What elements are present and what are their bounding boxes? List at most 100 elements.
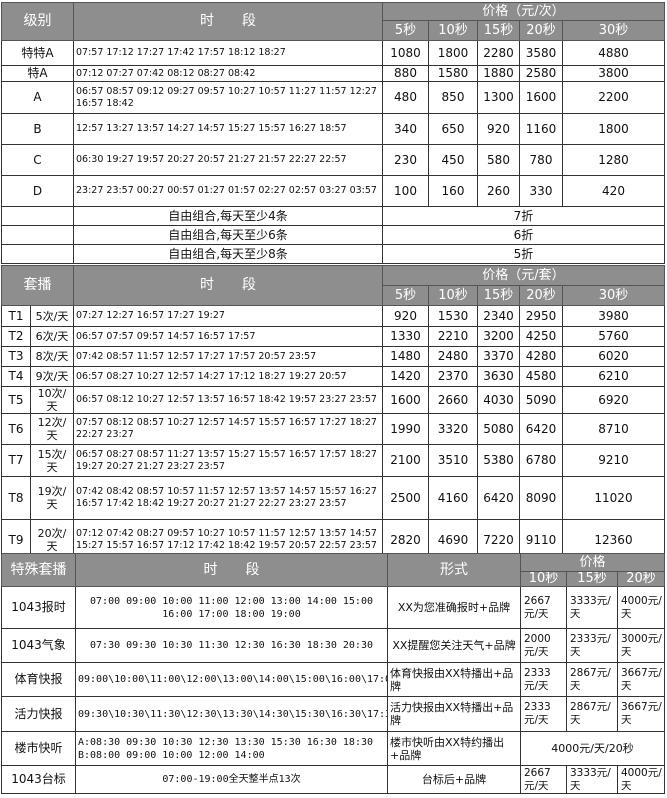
package-id: T4 — [1, 366, 31, 387]
level-name: A — [1, 81, 74, 114]
package-id: T2 — [1, 326, 31, 347]
price-cell: 11020 — [562, 476, 665, 520]
package-header: 套播 — [1, 265, 74, 306]
price-cell: 2210 — [428, 326, 478, 347]
price-cell: 6020 — [562, 346, 665, 367]
price-cell: 1330 — [382, 326, 429, 347]
blank-cell — [1, 206, 74, 226]
price-cell: 3510 — [428, 444, 478, 477]
time-slots: 07:57 08:12 08:57 10:27 12:57 14:57 15:5… — [73, 413, 383, 445]
price-cell: 2000元/天 — [520, 628, 567, 663]
table-row: 1043气象 07:30 09:30 10:30 11:30 12:30 16:3… — [1, 628, 665, 663]
price-cell: 920 — [477, 113, 520, 145]
price-cell: 2867元/天 — [566, 696, 618, 732]
table-row: 体育快报 09:00\10:00\11:00\12:00\13:00\14:00\… — [1, 662, 665, 697]
price-cell: 1600 — [519, 81, 563, 114]
package-id: T8 — [1, 476, 31, 520]
form-header: 形式 — [387, 553, 521, 587]
table-row: 1043报时 07:00 09:00 10:00 11:00 12:00 13:0… — [1, 586, 665, 629]
time-slots: 07:00 09:00 10:00 11:00 12:00 13:00 14:0… — [75, 586, 388, 629]
price-cell: 1420 — [382, 366, 429, 387]
discount-value: 7折 — [382, 206, 665, 226]
duration-header: 15秒 — [566, 571, 618, 587]
duration-header: 10秒 — [428, 285, 478, 306]
price-cell: 650 — [428, 113, 478, 145]
price-cell: 6780 — [519, 444, 563, 477]
price-header: 价格（元/次） — [382, 2, 665, 21]
price-cell: 330 — [519, 175, 563, 207]
table-row: 自由组合,每天至少8条 5折 — [1, 244, 665, 264]
table-row: T5 10次/天 06:57 08:12 10:27 12:57 13:57 16:… — [1, 386, 665, 414]
time-header: 时 段 — [73, 2, 383, 41]
price-cell: 3333元/天 — [566, 586, 618, 629]
price-cell: 230 — [382, 144, 429, 176]
price-cell: 5090 — [519, 386, 563, 414]
form-text: XX提醒您关注天气+品牌 — [387, 628, 521, 663]
duration-header: 5秒 — [382, 20, 429, 41]
level-name: C — [1, 144, 74, 176]
price-cell: 3630 — [477, 366, 520, 387]
time-slots: 07:27 12:27 16:57 17:27 19:27 — [73, 305, 383, 327]
price-cell: 3200 — [477, 326, 520, 347]
price-merged: 4000元/天/20秒 — [520, 731, 665, 766]
price-cell: 920 — [382, 305, 429, 327]
duration-header: 20秒 — [519, 285, 563, 306]
price-cell: 2500 — [382, 476, 429, 520]
price-cell: 3667元/天 — [617, 662, 665, 697]
discount-rule: 自由组合,每天至少4条 — [73, 206, 383, 226]
duration-header: 20秒 — [519, 20, 563, 41]
level-name: B — [1, 113, 74, 145]
duration-header: 5秒 — [382, 285, 429, 306]
price-header: 价格（元/套） — [382, 265, 665, 286]
price-cell: 5380 — [477, 444, 520, 477]
price-cell: 2667元/天 — [520, 765, 567, 794]
duration-header: 10秒 — [428, 20, 478, 41]
package-id: T5 — [1, 386, 31, 414]
time-slots: 07:12 07:27 07:42 08:12 08:27 08:42 — [73, 65, 383, 82]
duration-header: 30秒 — [562, 285, 665, 306]
time-slots: 23:27 23:57 00:27 00:57 01:27 01:57 02:2… — [73, 175, 383, 207]
price-cell: 3333元/天 — [566, 765, 618, 794]
table-row: T7 15次/天 06:57 08:27 08:57 11:27 13:57 15:… — [1, 444, 665, 477]
table-row: A 06:57 08:57 09:12 09:27 09:57 10:27 10:… — [1, 81, 665, 114]
duration-header: 10秒 — [520, 571, 567, 587]
blank-cell — [1, 225, 74, 245]
special-name: 1043气象 — [1, 628, 76, 663]
price-cell: 3980 — [562, 305, 665, 327]
price-cell: 8090 — [519, 476, 563, 520]
package-price-table: 套播时 段价格（元/套） 5秒 10秒 15秒 20秒 30秒 T1 5次/天 07:27 12… — [1, 265, 665, 561]
special-package-table: 特殊套播时 段形式 价格 10秒 15秒 20秒 1043报时 07:00 09:00 10… — [1, 553, 665, 794]
price-cell: 4280 — [519, 346, 563, 367]
table-row: 5秒 10秒 15秒 20秒 30秒 — [2, 20, 665, 41]
package-count: 12次/天 — [30, 413, 74, 445]
level-name: D — [1, 175, 74, 207]
table-row: 楼市快听 A:08:30 09:30 10:30 12:30 13:30 15:3… — [1, 731, 665, 766]
duration-header: 15秒 — [477, 285, 520, 306]
time-slots: 07:42 08:57 11:57 12:57 17:27 17:57 20:5… — [73, 346, 383, 367]
table-row: T2 6次/天 06:57 07:57 09:57 14:57 16:57 17:5… — [1, 326, 665, 347]
time-slots: 12:57 13:27 13:57 14:27 14:57 15:27 15:5… — [73, 113, 383, 145]
time-header: 时 段 — [75, 553, 388, 587]
price-cell: 1800 — [428, 40, 478, 66]
price-cell: 340 — [382, 113, 429, 145]
time-slots: 07:00-19:00全天整半点13次 — [75, 765, 388, 794]
package-id: T3 — [1, 346, 31, 367]
price-header: 价格 — [520, 553, 665, 572]
price-cell: 1990 — [382, 413, 429, 445]
price-cell: 4000元/天 — [617, 586, 665, 629]
time-slots: 06:57 08:12 10:27 12:57 13:57 16:57 18:4… — [73, 386, 383, 414]
time-slots: 07:30 09:30 10:30 11:30 12:30 16:30 18:3… — [75, 628, 388, 663]
table-row: T6 12次/天 07:57 08:12 08:57 10:27 12:57 14:… — [1, 413, 665, 445]
price-cell: 260 — [477, 175, 520, 207]
price-cell: 1800 — [562, 113, 665, 145]
package-count: 6次/天 — [30, 326, 74, 347]
package-id: T1 — [1, 305, 31, 327]
discount-value: 5折 — [382, 244, 665, 264]
table-row: 特A 07:12 07:27 07:42 08:12 08:27 08:42 880… — [1, 65, 665, 82]
price-cell: 3370 — [477, 346, 520, 367]
price-cell: 4000元/天 — [617, 765, 665, 794]
table-row: 活力快报 09:30\10:30\11:30\12:30\13:30\14:30\… — [1, 696, 665, 732]
price-cell: 2333元/天 — [520, 696, 567, 732]
price-cell: 450 — [428, 144, 478, 176]
price-cell: 4880 — [562, 40, 665, 66]
